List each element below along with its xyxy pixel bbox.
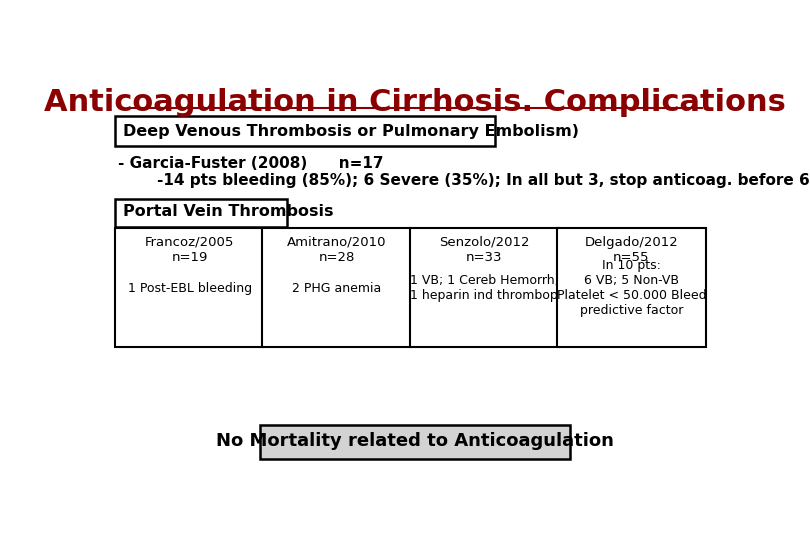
Text: No Mortality related to Anticoagulation: No Mortality related to Anticoagulation — [216, 433, 614, 450]
Text: 1 VB; 1 Cereb Hemorrh;
1 heparin ind thrombop: 1 VB; 1 Cereb Hemorrh; 1 heparin ind thr… — [410, 274, 559, 302]
FancyBboxPatch shape — [115, 228, 264, 347]
Text: Deep Venous Thrombosis or Pulmonary Embolism): Deep Venous Thrombosis or Pulmonary Embo… — [123, 124, 579, 139]
Text: Anticoagulation in Cirrhosis. Complications: Anticoagulation in Cirrhosis. Complicati… — [45, 88, 786, 117]
Text: Amitrano/2010
n=28: Amitrano/2010 n=28 — [287, 236, 386, 264]
FancyBboxPatch shape — [115, 117, 495, 146]
FancyBboxPatch shape — [262, 228, 411, 347]
Text: Portal Vein Thrombosis: Portal Vein Thrombosis — [123, 204, 334, 219]
Text: -14 pts bleeding (85%); 6 Severe (35%); In all but 3, stop anticoag. before 6 m.: -14 pts bleeding (85%); 6 Severe (35%); … — [136, 173, 810, 187]
FancyBboxPatch shape — [557, 228, 706, 347]
Text: Senzolo/2012
n=33: Senzolo/2012 n=33 — [439, 236, 530, 264]
Text: In 10 pts:
6 VB; 5 Non-VB
Platelet < 50.000 Bleed
predictive factor: In 10 pts: 6 VB; 5 Non-VB Platelet < 50.… — [556, 259, 706, 317]
Text: Delgado/2012
n=55: Delgado/2012 n=55 — [585, 236, 678, 264]
Text: 1 Post-EBL bleeding: 1 Post-EBL bleeding — [127, 281, 252, 295]
FancyBboxPatch shape — [115, 199, 288, 226]
Text: 2 PHG anemia: 2 PHG anemia — [292, 281, 382, 295]
FancyBboxPatch shape — [260, 425, 570, 459]
FancyBboxPatch shape — [410, 228, 559, 347]
Text: Francoz/2005
n=19: Francoz/2005 n=19 — [145, 236, 234, 264]
Text: - Garcia-Fuster (2008)      n=17: - Garcia-Fuster (2008) n=17 — [118, 156, 384, 171]
